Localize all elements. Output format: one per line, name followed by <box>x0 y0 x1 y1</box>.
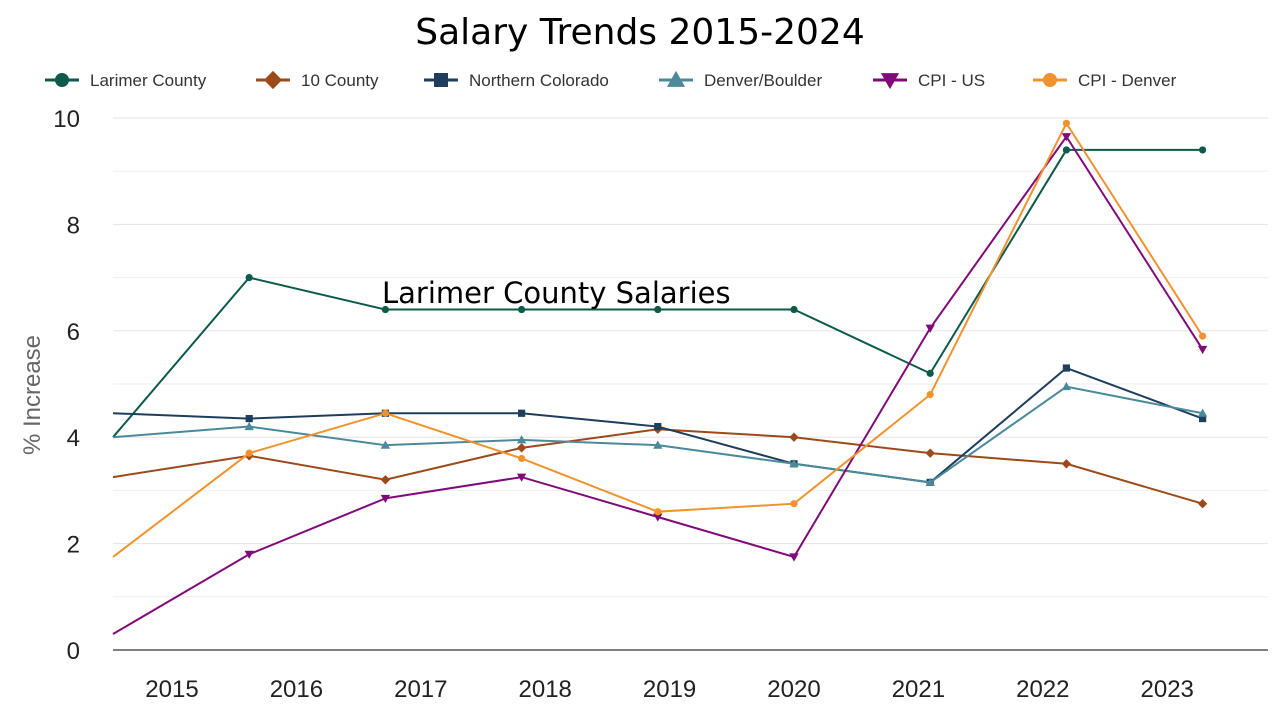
data-point <box>1197 408 1208 417</box>
x-tick-label: 2019 <box>643 676 696 703</box>
data-point <box>654 422 662 431</box>
data-point <box>789 459 799 468</box>
data-point <box>516 443 527 453</box>
data-point <box>380 440 391 449</box>
chart-title: Salary Trends 2015-2024 <box>415 12 864 53</box>
series <box>112 381 1208 486</box>
data-point <box>245 449 253 457</box>
data-point <box>790 305 798 314</box>
data-point <box>925 477 935 486</box>
x-tick-label: 2015 <box>145 676 198 703</box>
data-point <box>518 409 526 417</box>
data-point <box>790 500 798 508</box>
data-point <box>926 391 934 399</box>
data-point <box>925 324 935 333</box>
data-point <box>244 421 254 431</box>
data-point <box>653 440 663 449</box>
legend-label: Northern Colorado <box>469 71 609 90</box>
chart-annotation: Larimer County Salaries <box>382 276 731 310</box>
series-line <box>112 134 1204 635</box>
series-line <box>112 121 1204 558</box>
data-point <box>1062 364 1070 372</box>
y-axis: 0 2 4 6 8 10 <box>53 106 80 665</box>
x-tick-label: 2022 <box>1016 676 1069 703</box>
data-point <box>518 454 526 463</box>
legend-label: CPI - Denver <box>1078 71 1177 90</box>
data-point <box>380 494 391 504</box>
data-point <box>789 553 799 562</box>
legend-label: 10 County <box>301 71 379 90</box>
data-point <box>1199 146 1207 154</box>
x-tick-label: 2020 <box>767 676 820 703</box>
data-point <box>1197 345 1208 355</box>
data-point <box>516 473 527 482</box>
y-axis-label: % Increase <box>19 335 46 455</box>
legend-marker <box>434 73 448 87</box>
series-group <box>112 119 1208 635</box>
legend-item: Northern Colorado <box>424 71 609 90</box>
series <box>112 119 1207 558</box>
legend-marker <box>263 70 283 90</box>
data-point <box>1061 459 1072 469</box>
series <box>112 364 1207 487</box>
legend-item: 10 County <box>256 70 379 90</box>
data-point <box>518 305 526 314</box>
data-point <box>1197 499 1208 509</box>
data-point <box>789 432 799 442</box>
data-point <box>516 435 527 444</box>
y-tick-label: 6 <box>67 319 80 346</box>
data-point <box>1062 119 1070 127</box>
data-point <box>245 414 253 423</box>
x-axis: 2015 2016 2017 2018 2019 2020 2021 2022 2023 <box>113 649 1268 703</box>
legend-label: Larimer County <box>90 71 207 90</box>
series <box>112 133 1208 635</box>
legend-label: CPI - US <box>918 71 985 90</box>
legend-marker <box>55 73 69 87</box>
x-tick-label: 2016 <box>270 676 323 703</box>
legend-marker <box>666 70 686 87</box>
data-point <box>1199 414 1207 423</box>
data-point <box>244 550 254 559</box>
x-tick-label: 2018 <box>519 676 572 703</box>
legend-item: Larimer County <box>45 71 207 90</box>
series-line <box>112 385 1203 484</box>
data-point <box>1199 332 1207 340</box>
legend: Larimer County 10 County Northern Colorado… <box>45 70 1177 90</box>
data-point <box>926 369 934 377</box>
x-tick-label: 2023 <box>1141 676 1194 703</box>
data-point <box>1061 381 1072 391</box>
data-point <box>381 409 389 417</box>
gridlines <box>113 117 1268 598</box>
y-tick-label: 10 <box>53 106 80 133</box>
data-point <box>245 274 253 282</box>
data-point <box>925 448 935 458</box>
x-tick-label: 2017 <box>394 676 447 703</box>
legend-item: Denver/Boulder <box>659 70 822 90</box>
legend-marker <box>880 73 900 90</box>
data-point <box>653 513 663 522</box>
legend-marker <box>1043 73 1057 87</box>
legend-item: CPI - Denver <box>1033 71 1177 90</box>
data-point <box>380 475 391 485</box>
data-point <box>1061 133 1072 142</box>
legend-item: CPI - US <box>873 71 985 90</box>
data-point <box>654 305 662 314</box>
y-tick-label: 8 <box>67 212 80 239</box>
data-point <box>381 305 389 314</box>
y-tick-label: 0 <box>67 638 80 665</box>
x-tick-label: 2021 <box>892 676 945 703</box>
series-line <box>112 428 1203 505</box>
series <box>112 146 1207 438</box>
data-point <box>654 508 662 516</box>
y-tick-label: 4 <box>67 425 80 452</box>
data-point <box>1062 146 1070 154</box>
y-tick-label: 2 <box>67 532 80 559</box>
legend-label: Denver/Boulder <box>704 71 822 90</box>
